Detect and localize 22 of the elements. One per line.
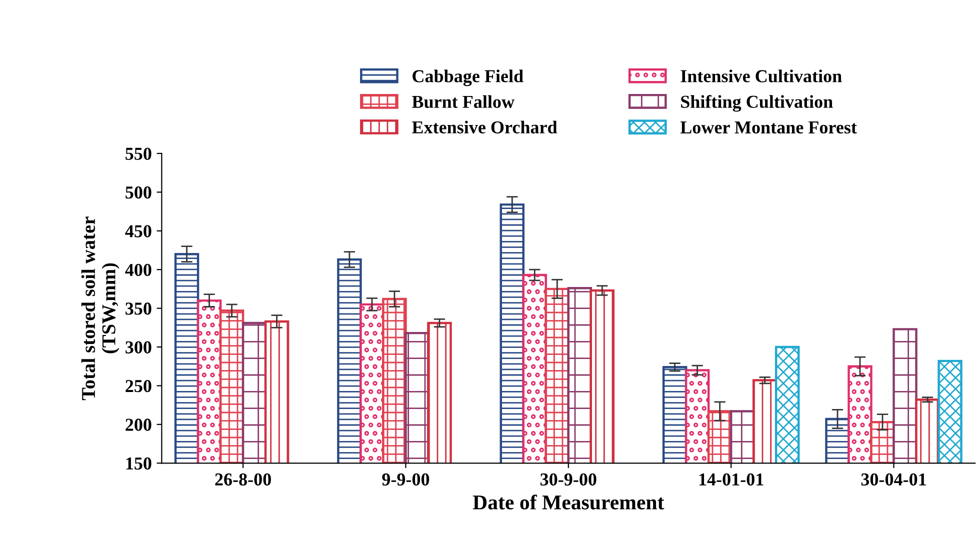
x-tick-label: 26-8-00 [215, 473, 271, 486]
y-tick-label: 500 [126, 186, 152, 199]
legend-label: Intensive Cultivation [680, 70, 842, 82]
y-tick-label: 200 [126, 418, 152, 431]
y-axis-title: Total stored soil water (TSW,mm) [81, 216, 120, 400]
y-tick-label: 300 [126, 341, 152, 354]
legend-label: Burnt Fallow [412, 95, 514, 108]
legend-label: Extensive Orchard [412, 120, 558, 134]
y-tick-label: 350 [126, 302, 152, 315]
x-tick-label: 30-9-00 [540, 473, 596, 486]
x-tick-label: 9-9-00 [382, 473, 430, 486]
x-tick-label: 14-01-01 [699, 473, 764, 486]
legend-label: Cabbage Field [412, 70, 524, 86]
x-tick-label: 30-04-01 [861, 473, 926, 486]
legend-label: Lower Montane Forest [680, 122, 857, 134]
y-tick-label: 550 [126, 148, 152, 160]
y-tick-label: 250 [126, 380, 152, 392]
x-axis-title: Date of Measurement [472, 494, 664, 510]
legend-label: Shifting Cultivation [681, 94, 833, 112]
y-tick-label: 400 [125, 264, 152, 276]
y-tick-label: 150 [126, 457, 152, 470]
y-tick-label: 450 [125, 225, 152, 238]
